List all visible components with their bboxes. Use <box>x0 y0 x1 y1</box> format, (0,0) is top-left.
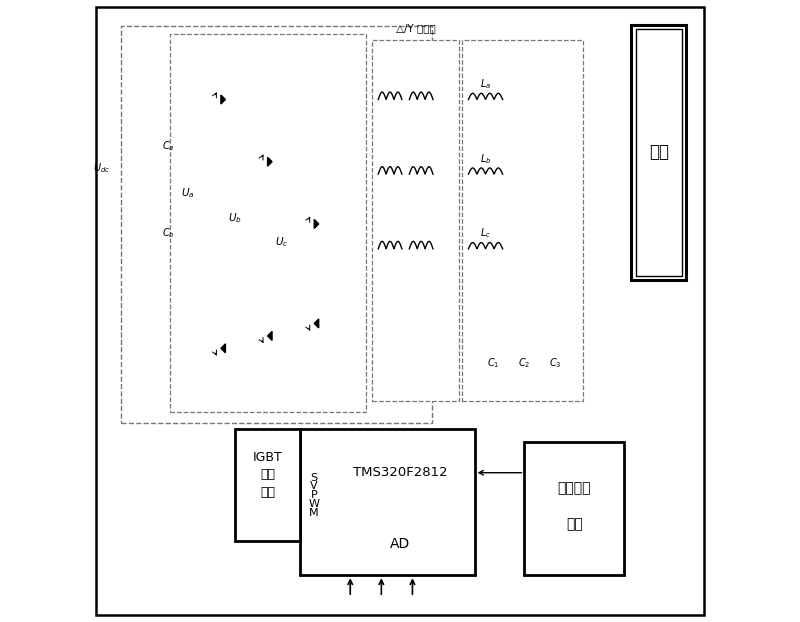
Text: 处理: 处理 <box>566 517 582 531</box>
Text: 前置采样: 前置采样 <box>558 481 591 495</box>
Text: W: W <box>309 499 320 509</box>
Text: $C_b$: $C_b$ <box>162 226 175 240</box>
Text: $C_2$: $C_2$ <box>518 356 530 369</box>
Text: $U_a$: $U_a$ <box>181 186 194 200</box>
Text: $U_{dc}$: $U_{dc}$ <box>93 161 110 175</box>
Text: $C_3$: $C_3$ <box>550 356 562 369</box>
Bar <box>372 40 459 401</box>
Text: V: V <box>310 481 318 491</box>
Bar <box>301 429 474 575</box>
Text: △/Y 变压器: △/Y 变压器 <box>396 23 435 33</box>
Bar <box>631 25 686 280</box>
Text: $U_b$: $U_b$ <box>227 211 242 225</box>
Text: 负载: 负载 <box>649 144 669 161</box>
Text: 驱动: 驱动 <box>260 468 275 481</box>
Text: $L_b$: $L_b$ <box>479 152 491 165</box>
Text: $U_c$: $U_c$ <box>274 236 288 249</box>
Text: $C_a$: $C_a$ <box>162 139 175 153</box>
Bar <box>525 442 624 575</box>
Bar <box>462 40 583 401</box>
Text: AD: AD <box>390 537 410 551</box>
Text: $L_c$: $L_c$ <box>480 226 490 240</box>
Bar <box>122 26 432 423</box>
Polygon shape <box>267 332 272 340</box>
Polygon shape <box>221 344 226 353</box>
Bar <box>170 34 366 412</box>
Polygon shape <box>221 95 226 104</box>
Text: TMS320F2812: TMS320F2812 <box>353 466 447 479</box>
Text: $C_1$: $C_1$ <box>487 356 499 369</box>
Polygon shape <box>314 220 318 228</box>
Polygon shape <box>267 157 272 166</box>
Text: IGBT: IGBT <box>253 451 282 463</box>
Text: M: M <box>310 508 319 518</box>
Polygon shape <box>314 319 318 328</box>
Text: S: S <box>310 473 318 483</box>
Text: P: P <box>310 490 318 500</box>
Bar <box>235 429 301 541</box>
Text: 电路: 电路 <box>260 486 275 498</box>
Text: $L_a$: $L_a$ <box>480 77 490 91</box>
Bar <box>636 29 682 276</box>
